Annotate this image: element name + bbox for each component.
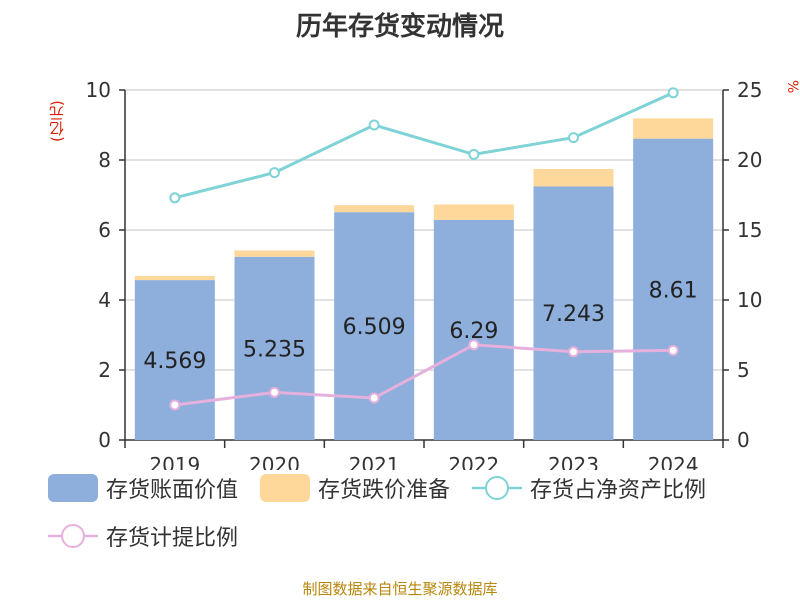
chart-title: 历年存货变动情况 — [295, 12, 504, 42]
legend-item: 存货账面价值 — [48, 472, 238, 504]
point-provision-ratio — [269, 386, 280, 398]
point-ratio-net-assets — [568, 132, 579, 144]
point-provision-ratio — [468, 339, 480, 351]
point-provision-ratio — [169, 399, 181, 411]
right-axis-tick-label: 5 — [737, 358, 750, 382]
legend-swatch — [48, 474, 98, 502]
legend-item: 存货占净资产比例 — [472, 472, 706, 504]
point-ratio-net-assets — [169, 192, 181, 204]
source-note: 制图数据来自恒生聚源数据库 — [302, 580, 498, 598]
legend-row-2: 存货计提比例 — [48, 520, 260, 552]
point-ratio-net-assets — [269, 167, 280, 179]
point-provision-ratio — [568, 346, 579, 358]
point-ratio-net-assets — [468, 148, 480, 160]
right-axis-tick-label: 10 — [737, 288, 762, 312]
point-ratio-net-assets — [368, 119, 380, 131]
legend-swatch — [260, 474, 311, 502]
bar-book-value — [234, 256, 315, 440]
legend-item: 存货计提比例 — [48, 520, 238, 552]
left-axis-tick-label: 10 — [86, 78, 111, 102]
right-axis-tick-label: 20 — [737, 148, 762, 172]
x-axis-tick-label: 2020 — [249, 453, 300, 470]
bar-value-label: 7.243 — [542, 302, 605, 327]
right-axis-tick-label: 25 — [737, 78, 762, 102]
left-axis-tick-label: 2 — [98, 358, 111, 382]
bar-impairment — [433, 204, 514, 220]
legend-line-marker — [48, 524, 98, 548]
bar-book-value — [134, 280, 215, 440]
bar-book-value — [633, 138, 714, 440]
bar-value-label: 8.61 — [649, 278, 698, 303]
legend-label: 存货计提比例 — [106, 526, 239, 551]
bar-value-label: 4.569 — [143, 349, 206, 374]
legend-line-marker — [472, 476, 523, 500]
left-axis-tick-label: 4 — [98, 288, 111, 312]
bar-impairment — [334, 205, 415, 213]
right-axis-tick-label: 15 — [737, 218, 762, 242]
x-axis-tick-label: 2019 — [149, 453, 200, 470]
left-axis-tick-label: 6 — [98, 218, 111, 242]
bar-book-value — [533, 186, 614, 440]
left-axis-tick-label: 0 — [98, 428, 111, 452]
right-axis-unit: % — [787, 80, 800, 94]
legend-row-1: 存货账面价值 存货跌价准备 存货占净资产比例 — [48, 472, 728, 504]
x-axis-tick-label: 2024 — [648, 453, 699, 470]
bar-impairment — [533, 168, 614, 187]
bar-value-label: 6.509 — [343, 315, 406, 340]
line-ratio-net-assets — [174, 91, 674, 200]
legend-label: 存货跌价准备 — [318, 478, 451, 503]
bar-impairment — [234, 250, 315, 257]
point-ratio-net-assets — [667, 87, 679, 99]
x-axis-tick-label: 2023 — [548, 453, 599, 470]
bar-impairment — [134, 275, 215, 281]
legend-label: 存货账面价值 — [106, 478, 239, 503]
inventory-chart: 0 2 4 6 8 10 0 5 10 15 20 25 2019 2020 2021 2022 2023 202… — [86, 78, 763, 470]
point-provision-ratio — [368, 392, 380, 404]
legend-label: 存货占净资产比例 — [530, 478, 707, 503]
legend-item: 存货跌价准备 — [260, 472, 450, 504]
bar-impairment — [633, 118, 714, 139]
left-axis-tick-label: 8 — [98, 148, 111, 172]
bar-value-label: 5.235 — [243, 337, 306, 362]
right-axis-tick-label: 0 — [737, 428, 750, 452]
point-provision-ratio — [667, 344, 679, 356]
bar-book-value — [433, 219, 514, 440]
x-axis-tick-label: 2022 — [448, 453, 499, 470]
line-provision-ratio — [174, 343, 674, 407]
x-axis-tick-label: 2021 — [349, 453, 400, 470]
